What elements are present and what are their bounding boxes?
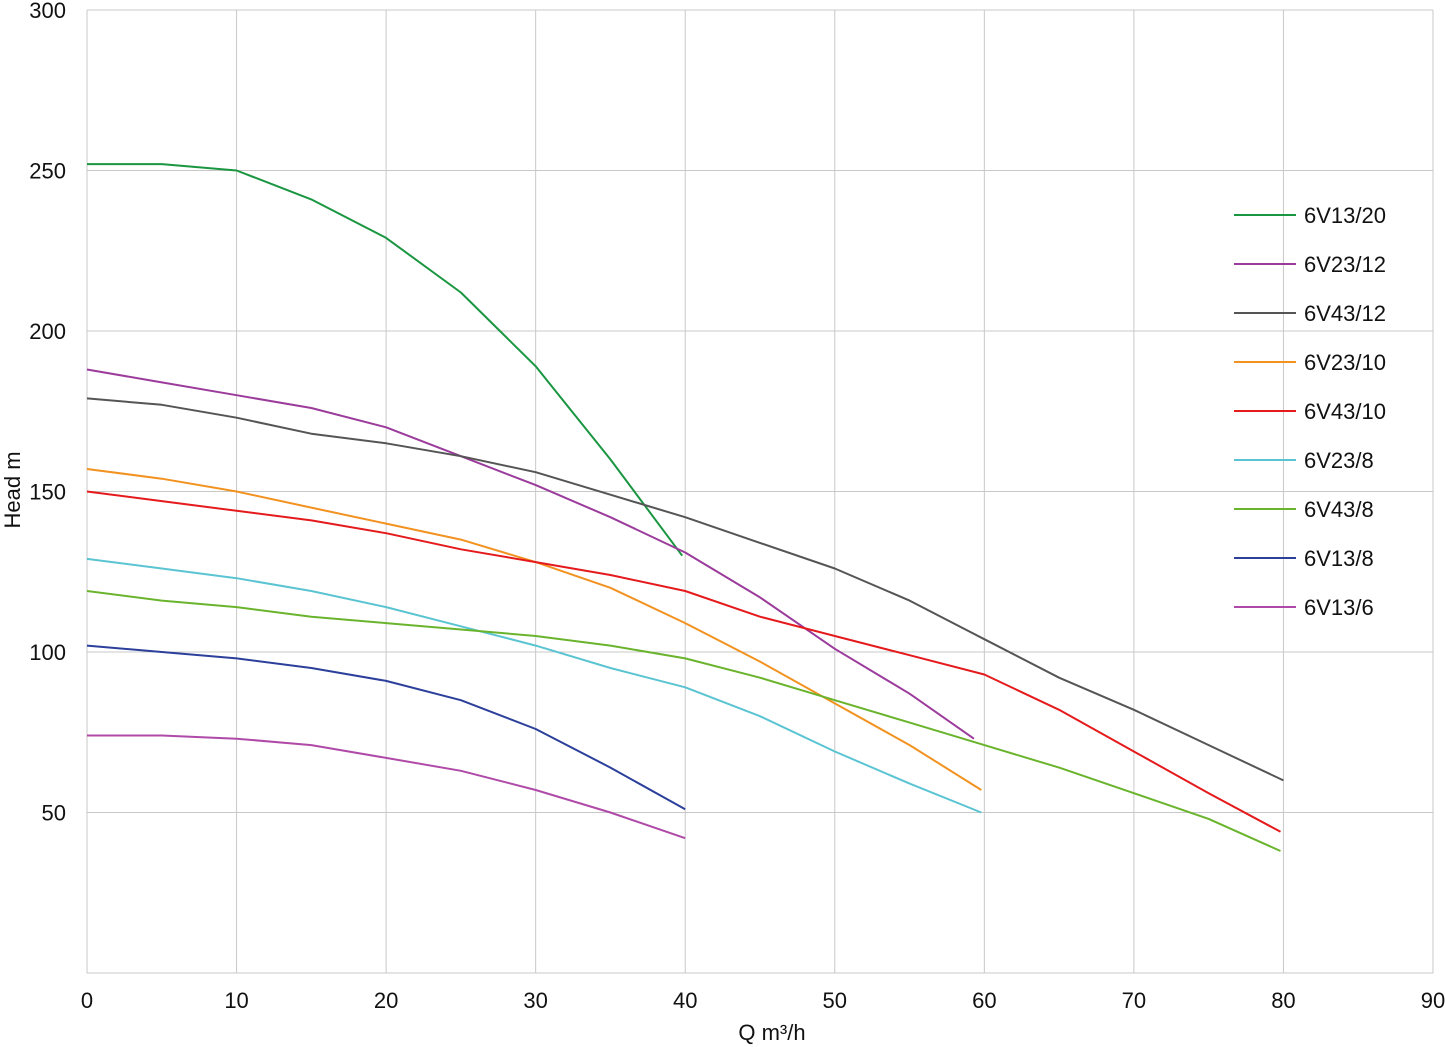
series-line-6v13-8 bbox=[86, 644, 686, 811]
grid bbox=[86, 9, 1434, 974]
legend-label: 6V43/10 bbox=[1304, 399, 1386, 424]
series-line-6v13-20 bbox=[87, 163, 684, 557]
legend-label: 6V43/12 bbox=[1304, 301, 1386, 326]
x-tick-label: 80 bbox=[1271, 988, 1295, 1013]
x-tick-label: 10 bbox=[224, 988, 248, 1013]
series-line-6v13-6 bbox=[87, 734, 686, 840]
series-line-6v43-8 bbox=[86, 590, 1281, 852]
series-line-6v23-10 bbox=[86, 468, 982, 791]
series-line-6v43-12 bbox=[86, 397, 1284, 782]
x-tick-label: 30 bbox=[523, 988, 547, 1013]
y-tick-label: 100 bbox=[29, 640, 66, 665]
legend: 6V13/20 6V23/12 6V43/12 6V23/10 6V43/10 6V23/… bbox=[1234, 203, 1386, 620]
legend-label: 6V13/20 bbox=[1304, 203, 1386, 228]
y-tick-label: 250 bbox=[29, 159, 66, 184]
y-axis-ticks: 50 100 150 200 250 300 bbox=[29, 0, 66, 826]
x-tick-label: 70 bbox=[1122, 988, 1146, 1013]
legend-label: 6V43/8 bbox=[1304, 497, 1374, 522]
x-axis-label: Q m³/h bbox=[738, 1020, 805, 1045]
x-tick-label: 50 bbox=[823, 988, 847, 1013]
x-tick-label: 90 bbox=[1421, 988, 1445, 1013]
series-line-6v23-8 bbox=[86, 557, 982, 814]
x-tick-label: 40 bbox=[673, 988, 697, 1013]
x-tick-label: 20 bbox=[374, 988, 398, 1013]
y-tick-label: 300 bbox=[29, 0, 66, 23]
x-axis-ticks: 0 10 20 30 40 50 60 70 80 90 bbox=[81, 988, 1445, 1013]
series-line-6v43-10 bbox=[86, 490, 1281, 833]
series-line-6v23-12 bbox=[86, 368, 975, 740]
legend-label: 6V13/6 bbox=[1304, 595, 1374, 620]
y-tick-label: 150 bbox=[29, 480, 66, 505]
y-tick-label: 50 bbox=[42, 801, 66, 826]
legend-label: 6V13/8 bbox=[1304, 546, 1374, 571]
x-tick-label: 0 bbox=[81, 988, 93, 1013]
legend-label: 6V23/8 bbox=[1304, 448, 1374, 473]
legend-label: 6V23/10 bbox=[1304, 350, 1386, 375]
x-tick-label: 60 bbox=[972, 988, 996, 1013]
series-lines bbox=[86, 163, 1284, 852]
y-axis-label: Head m bbox=[0, 451, 25, 528]
y-tick-label: 200 bbox=[29, 319, 66, 344]
legend-label: 6V23/12 bbox=[1304, 252, 1386, 277]
